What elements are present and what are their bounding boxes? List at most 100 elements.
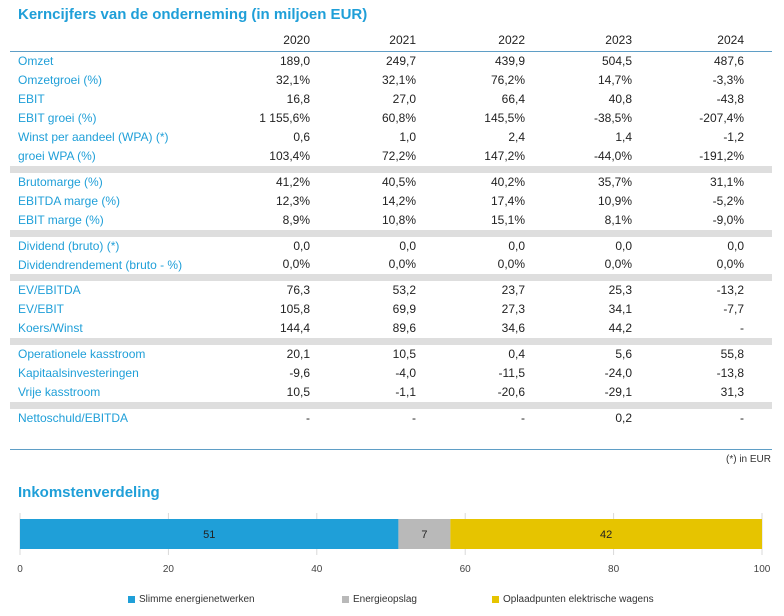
value-cell: 31,1% bbox=[709, 175, 744, 189]
row-label: EBIT bbox=[18, 92, 45, 106]
value-cell: 0,0 bbox=[508, 239, 525, 253]
table-body: Omzet 189,0 249,7 439,9 504,5 487,6 Omzetgroei… bbox=[10, 52, 772, 429]
pad-cell bbox=[744, 237, 772, 256]
header-pad-cell bbox=[744, 30, 772, 52]
pad-cell bbox=[744, 256, 772, 274]
value-cell: -24,0 bbox=[604, 366, 632, 380]
value-cell: -7,7 bbox=[723, 302, 744, 316]
legend-label: Oplaadpunten elektrische wagens bbox=[503, 594, 654, 605]
value-cell: 145,5% bbox=[484, 111, 525, 125]
pad-cell bbox=[744, 345, 772, 364]
table-bottom-rule bbox=[10, 449, 772, 450]
value-cell: 0,0 bbox=[293, 239, 310, 253]
value-cell: -4,0 bbox=[395, 366, 416, 380]
value-cell: 0,4 bbox=[508, 347, 525, 361]
group-separator-cell bbox=[10, 402, 772, 409]
group-separator bbox=[10, 338, 772, 345]
page-title: Kerncijfers van de onderneming (in miljo… bbox=[18, 6, 368, 23]
row-label: Brutomarge (%) bbox=[18, 175, 103, 189]
table-row: Dividend (bruto) (*) 0,0 0,0 0,0 0,0 0,0 bbox=[10, 237, 772, 256]
row-label: EBIT marge (%) bbox=[18, 213, 104, 227]
group-separator-cell bbox=[10, 230, 772, 237]
x-tick-label: 0 bbox=[17, 564, 23, 575]
data-label: 7 bbox=[421, 529, 427, 541]
pad-cell bbox=[744, 319, 772, 338]
value-cell: 439,9 bbox=[494, 54, 525, 68]
value-cell: 72,2% bbox=[381, 149, 416, 163]
pad-cell bbox=[744, 90, 772, 109]
pad-cell bbox=[744, 364, 772, 383]
group-separator-cell bbox=[10, 274, 772, 281]
value-cell: 76,3 bbox=[286, 283, 310, 297]
chart-legend: Slimme energienetwerken Energieopslag Opla… bbox=[0, 594, 784, 608]
row-label: EBITDA marge (%) bbox=[18, 194, 121, 208]
value-cell: -11,5 bbox=[498, 366, 525, 380]
pad-cell bbox=[744, 383, 772, 402]
row-label: EV/EBIT bbox=[18, 302, 65, 316]
pad-cell bbox=[744, 409, 772, 428]
income-distribution-title: Inkomstenverdeling bbox=[18, 484, 160, 501]
legend-item: Slimme energienetwerken bbox=[128, 594, 255, 605]
value-cell: -191,2% bbox=[699, 149, 744, 163]
value-cell: 0,0% bbox=[604, 257, 632, 271]
pad-cell bbox=[744, 173, 772, 192]
x-tick-label: 40 bbox=[311, 564, 323, 575]
x-tick-label: 20 bbox=[163, 564, 175, 575]
legend-label: Slimme energienetwerken bbox=[139, 594, 255, 605]
value-cell: 32,1% bbox=[381, 73, 416, 87]
value-cell: 189,0 bbox=[279, 54, 310, 68]
value-cell: 0,0% bbox=[388, 257, 416, 271]
row-label: Winst per aandeel (WPA) (*) bbox=[18, 130, 169, 144]
legend-label: Energieopslag bbox=[353, 594, 417, 605]
value-cell: 76,2% bbox=[490, 73, 525, 87]
table-row: EBIT groei (%) 1 155,6% 60,8% 145,5% -38,5% -… bbox=[10, 109, 772, 128]
value-cell: 10,5 bbox=[392, 347, 416, 361]
header-label-cell bbox=[10, 30, 232, 52]
table-row: Vrije kasstroom 10,5 -1,1 -20,6 -29,1 31,3 bbox=[10, 383, 772, 402]
table-row: Omzet 189,0 249,7 439,9 504,5 487,6 bbox=[10, 52, 772, 72]
value-cell: 31,3 bbox=[720, 385, 744, 399]
table-row: EBIT marge (%) 8,9% 10,8% 15,1% 8,1% -9,0% bbox=[10, 211, 772, 230]
pad-cell bbox=[744, 281, 772, 300]
bar-segment bbox=[450, 519, 762, 549]
value-cell: - bbox=[740, 321, 744, 335]
value-cell: 0,0% bbox=[497, 257, 525, 271]
table-row: EBITDA marge (%) 12,3% 14,2% 17,4% 10,9% -5,2… bbox=[10, 192, 772, 211]
value-cell: 23,7 bbox=[501, 283, 525, 297]
row-label: Omzetgroei (%) bbox=[18, 73, 103, 87]
value-cell: -13,8 bbox=[716, 366, 744, 380]
pad-cell bbox=[744, 211, 772, 230]
table-row: EV/EBITDA 76,3 53,2 23,7 25,3 -13,2 bbox=[10, 281, 772, 300]
pad-cell bbox=[744, 71, 772, 90]
row-label: Kapitaalsinvesteringen bbox=[18, 366, 139, 380]
value-cell: 249,7 bbox=[385, 54, 416, 68]
value-cell: 8,9% bbox=[282, 213, 310, 227]
value-cell: -13,2 bbox=[716, 283, 744, 297]
value-cell: 66,4 bbox=[501, 92, 525, 106]
table-row: Omzetgroei (%) 32,1% 32,1% 76,2% 14,7% -3,3% bbox=[10, 71, 772, 90]
value-cell: 1,0 bbox=[399, 130, 416, 144]
row-label: EV/EBITDA bbox=[18, 283, 81, 297]
value-cell: 0,0 bbox=[615, 239, 632, 253]
group-separator bbox=[10, 402, 772, 409]
value-cell: -20,6 bbox=[497, 385, 525, 399]
value-cell: 504,5 bbox=[601, 54, 632, 68]
value-cell: 10,8% bbox=[381, 213, 416, 227]
table-row: Operationele kasstroom 20,1 10,5 0,4 5,6 55,8 bbox=[10, 345, 772, 364]
row-label: EBIT groei (%) bbox=[18, 111, 97, 125]
row-label: Vrije kasstroom bbox=[18, 385, 101, 399]
value-cell: -207,4% bbox=[699, 111, 744, 125]
row-label: groei WPA (%) bbox=[18, 149, 96, 163]
key-figures-table: 2020 2021 2022 2023 2024 Omzet 189,0 249,7… bbox=[10, 30, 772, 428]
legend-item: Oplaadpunten elektrische wagens bbox=[492, 594, 654, 605]
value-cell: 14,2% bbox=[381, 194, 416, 208]
pad-cell bbox=[744, 52, 772, 72]
value-cell: 105,8 bbox=[279, 302, 310, 316]
value-cell: 17,4% bbox=[490, 194, 525, 208]
pad-cell bbox=[744, 147, 772, 166]
x-tick-label: 100 bbox=[754, 564, 771, 575]
value-cell: 2,4 bbox=[508, 130, 525, 144]
value-cell: 1,4 bbox=[615, 130, 632, 144]
year-header: 2024 bbox=[632, 30, 744, 52]
value-cell: 53,2 bbox=[392, 283, 416, 297]
